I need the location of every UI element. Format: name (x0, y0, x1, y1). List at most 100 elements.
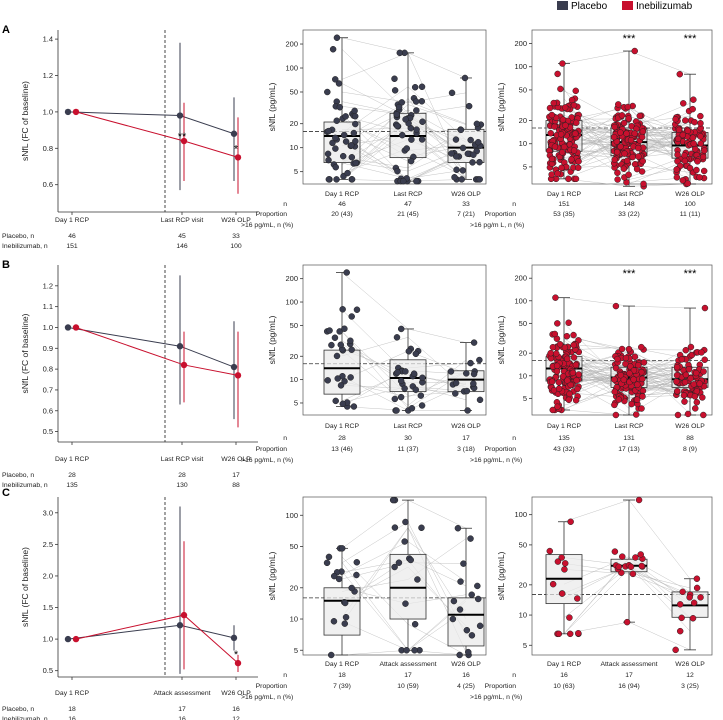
data-point (401, 385, 408, 392)
y-tick-label: 100 (285, 64, 298, 73)
data-point (674, 151, 681, 159)
data-point (336, 103, 344, 111)
data-point (338, 545, 346, 552)
data-point (555, 379, 563, 386)
n-row-label: Placebo, n (2, 472, 34, 479)
data-point (332, 134, 339, 142)
plot-frame (531, 496, 713, 656)
data-point (701, 356, 708, 364)
data-point (567, 381, 574, 389)
data-point (613, 148, 621, 156)
chart-a-ineb: 5 10 20 50 100 200 sNfL (pg/mL) *** *** Day 1 RCP… (470, 29, 713, 229)
data-point (681, 157, 689, 165)
data-point (337, 382, 345, 389)
y-tick-label: 50 (290, 542, 298, 551)
n-row-value: 135 (558, 435, 570, 442)
data-point (419, 374, 426, 382)
data-point (572, 87, 579, 95)
data-point (412, 98, 420, 105)
panel-label-b: B (2, 259, 10, 271)
data-point (623, 157, 631, 165)
data-point (325, 156, 332, 164)
data-point (638, 343, 645, 351)
y-tick-label: 100 (285, 511, 298, 520)
n-row-label: n (283, 201, 287, 208)
data-point (394, 369, 401, 376)
y-tick-label: 10 (519, 371, 527, 380)
data-point (351, 112, 359, 120)
data-point (553, 368, 561, 375)
data-point (568, 156, 575, 163)
data-point (611, 401, 618, 409)
data-point (696, 174, 703, 181)
n-row-label: n (512, 435, 516, 442)
data-point (620, 165, 628, 172)
data-point (697, 594, 704, 601)
data-point (341, 599, 349, 607)
proportion-row-value: 13 (46) (331, 446, 353, 453)
data-point (476, 356, 483, 364)
data-point-placebo (64, 635, 72, 643)
data-point (469, 159, 476, 166)
y-tick-label: 5 (523, 394, 527, 403)
n-row-label: n (283, 672, 287, 679)
y-tick-label: 0.6 (43, 406, 53, 415)
data-point (623, 130, 630, 137)
data-point (412, 386, 420, 393)
data-point (680, 392, 688, 399)
y-axis-title: sNfL (pg/mL) (267, 551, 277, 600)
significance-marker: *** (684, 268, 698, 280)
data-point (676, 601, 684, 608)
data-point (418, 98, 426, 105)
n-row-label: n (512, 201, 516, 208)
data-point (413, 177, 420, 185)
data-point (447, 368, 455, 375)
data-point (464, 407, 471, 414)
data-point (459, 144, 467, 152)
significance-marker: ** (178, 131, 187, 143)
data-point (575, 371, 583, 378)
data-point (691, 145, 699, 153)
data-point (457, 578, 464, 585)
data-point (678, 356, 686, 363)
x-tick-label: W26 OLP (221, 690, 251, 697)
data-point (701, 147, 708, 154)
data-point (453, 166, 460, 174)
n-row-value: 100 (230, 243, 242, 250)
data-point (391, 395, 399, 403)
data-point-placebo (64, 324, 72, 331)
significance-marker: *** (684, 33, 698, 45)
data-point (697, 120, 704, 127)
data-point (546, 104, 554, 112)
data-point (350, 403, 358, 410)
data-point (464, 150, 472, 157)
n-row-value: 18 (68, 706, 76, 713)
data-point (565, 319, 572, 327)
data-point (468, 632, 476, 639)
n-row-value: 88 (232, 482, 240, 489)
proportion-row-value: 7 (39) (333, 683, 351, 690)
data-point (454, 524, 462, 532)
data-point (408, 405, 416, 412)
data-point (463, 626, 471, 634)
x-tick-label: Day 1 RCP (325, 661, 359, 668)
data-point (700, 167, 708, 175)
data-point-placebo (230, 130, 238, 137)
proportion-row-value: 17 (13) (618, 446, 640, 453)
significance-marker: * (234, 649, 239, 661)
data-point (467, 359, 474, 367)
data-point (348, 584, 355, 592)
data-point (551, 330, 559, 338)
y-tick-label: 2.5 (43, 540, 53, 549)
data-point (691, 393, 699, 400)
n-row-label: Inebilizumab, n (2, 482, 48, 489)
y-tick-label: 10 (290, 375, 298, 384)
y-tick-label: 1.0 (43, 323, 53, 332)
data-point (403, 145, 411, 152)
data-point (450, 597, 458, 605)
series-line-inebilizumab (75, 111, 239, 158)
data-point (456, 651, 463, 659)
data-point (684, 410, 692, 418)
n-row-value: 135 (66, 482, 78, 489)
x-tick-label: Attack assessment (600, 661, 657, 668)
